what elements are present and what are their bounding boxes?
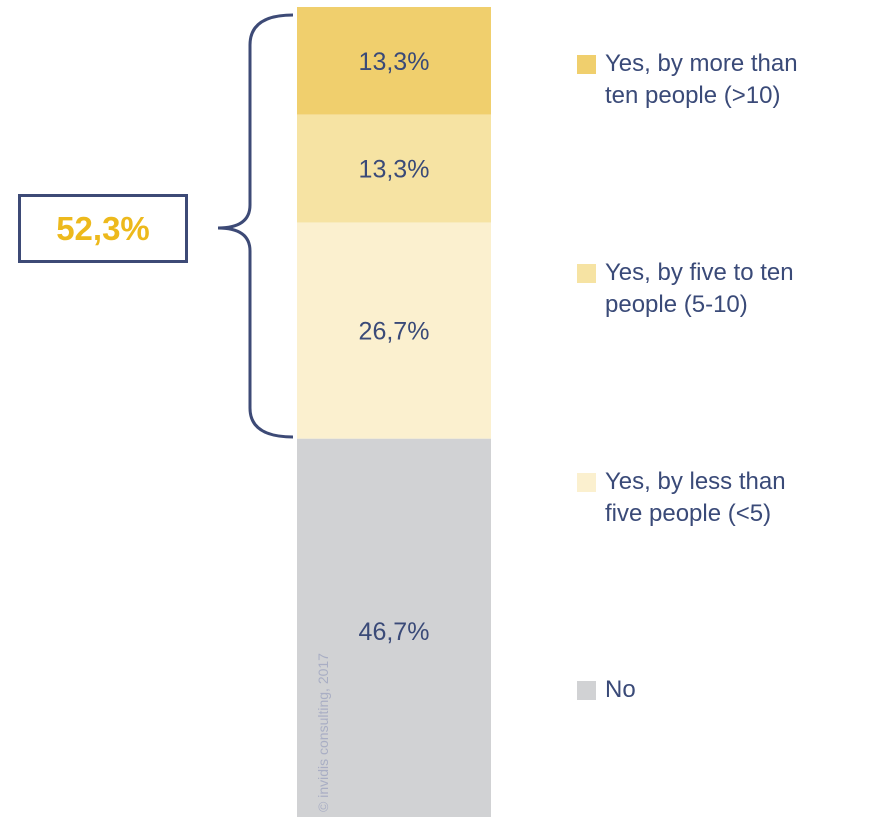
- bar-segment-3: [297, 438, 491, 817]
- legend-label: Yes, by more than ten people (>10): [605, 50, 798, 109]
- legend-item-less-than-five: Yes, by less than five people (<5): [577, 466, 887, 530]
- bar-segment-0: [297, 7, 491, 115]
- legend-swatch: [577, 473, 596, 492]
- legend-item-more-than-ten: Yes, by more than ten people (>10): [577, 48, 887, 112]
- bar-segment-2: [297, 222, 491, 439]
- total-percentage-label: 52,3%: [56, 209, 150, 247]
- legend-swatch: [577, 55, 596, 74]
- bar-value-label-0: 13,3%: [359, 48, 430, 76]
- legend-label: Yes, by five to ten people (5-10): [605, 259, 794, 318]
- legend-label: Yes, by less than five people (<5): [605, 468, 786, 527]
- bar-segment-1: [297, 114, 491, 223]
- bar-value-labels: 13,3% 13,3% 26,7% 46,7%: [359, 48, 430, 646]
- legend-item-no: No: [577, 674, 887, 706]
- copyright-text: © invidis consulting, 2017: [315, 653, 331, 812]
- legend-label: No: [605, 676, 636, 703]
- bar-stack: [297, 7, 491, 817]
- legend-item-five-to-ten: Yes, by five to ten people (5-10): [577, 257, 887, 321]
- curly-brace-bracket: [217, 13, 294, 439]
- bar-value-label-3: 46,7%: [359, 618, 430, 646]
- total-percentage-box: 52,3%: [18, 194, 188, 263]
- bar-value-label-1: 13,3%: [359, 156, 430, 184]
- bar-value-label-2: 26,7%: [359, 318, 430, 346]
- legend-swatch: [577, 681, 596, 700]
- legend-swatch: [577, 264, 596, 283]
